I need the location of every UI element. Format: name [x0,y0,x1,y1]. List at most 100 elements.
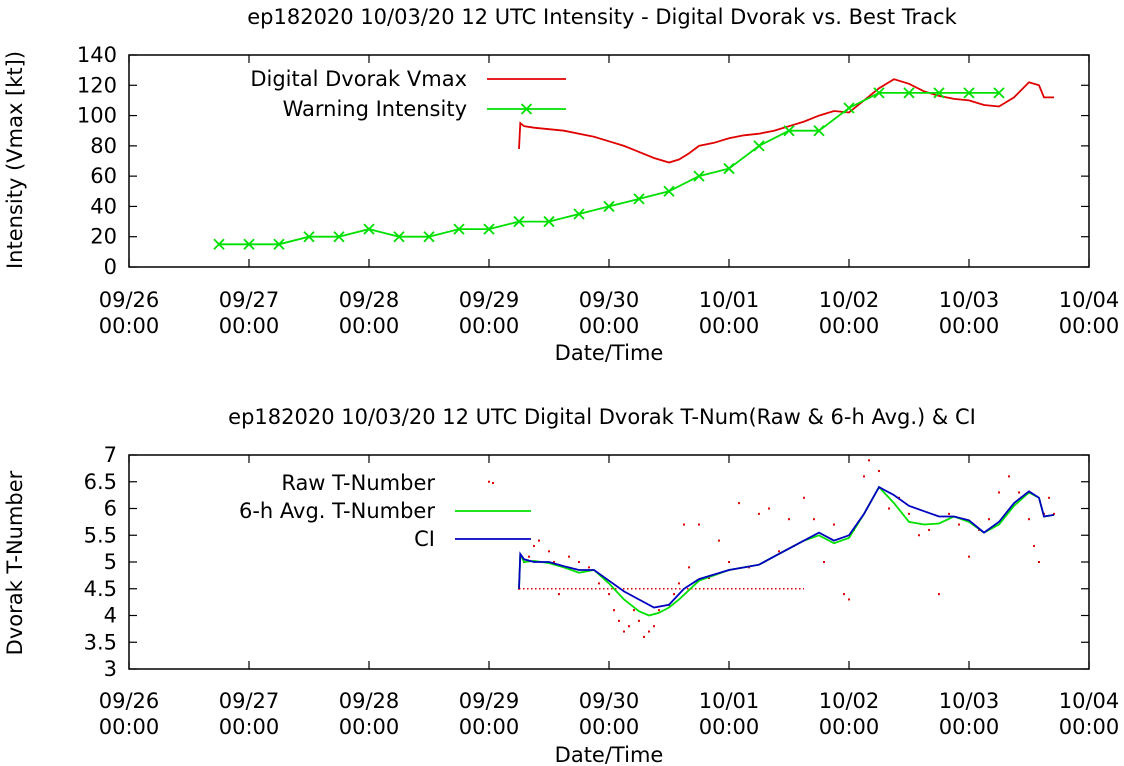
data-point [623,630,625,633]
x-tick-label-time: 00:00 [459,715,520,739]
x-marker [483,223,495,235]
x-marker [783,125,795,137]
data-point [758,512,760,515]
x-tick-label-time: 00:00 [819,314,880,338]
x-marker [903,87,915,99]
data-point [533,544,535,547]
data-point [558,593,560,596]
data-point [488,480,490,483]
y-tick-label: 5 [104,550,117,574]
data-point [888,507,890,510]
x-tick-label-date: 10/02 [819,288,880,312]
intensity-chart-y-axis-label: Intensity (Vmax [kt]) [3,51,27,269]
intensity-chart-series [213,78,1054,250]
series-line [518,485,1055,617]
tnumber-chart-title: ep182020 10/03/20 12 UTC Digital Dvorak … [228,405,976,429]
intensity-chart-legend: Digital Dvorak Vmax Warning Intensity [250,67,566,121]
y-tick-label: 3 [104,657,117,681]
y-tick-label: 3.5 [84,630,117,654]
x-tick-label-time: 00:00 [939,715,1000,739]
legend-label: Digital Dvorak Vmax [250,67,467,91]
series-warning-intensity [213,87,1005,250]
data-point [538,539,540,542]
x-marker [663,185,675,197]
data-point [863,475,865,478]
legend-label: 6-h Avg. T-Number [239,499,435,523]
x-tick-label-date: 09/29 [459,689,520,713]
x-tick-label-time: 00:00 [459,314,520,338]
tnumber-chart-legend: Raw T-Number 6-h Avg. T-Number CI [239,471,531,551]
x-tick-label-time: 00:00 [1059,314,1120,338]
x-tick-label-date: 09/26 [99,288,160,312]
x-tick-label-date: 10/04 [1059,288,1120,312]
data-point [568,555,570,558]
x-marker [303,231,315,243]
x-marker [693,170,705,182]
x-marker [453,223,465,235]
intensity-chart-x-axis-label: Date/Time [555,341,664,365]
data-point [988,518,990,521]
series-line [518,485,1055,609]
x-marker [573,208,585,220]
x-marker [633,193,645,205]
x-marker [963,87,975,99]
legend-label: CI [414,527,435,551]
series-line [518,78,1054,164]
data-point [948,512,950,515]
data-point [608,593,610,596]
x-marker [273,238,285,250]
y-tick-label: 40 [90,194,117,218]
data-point [528,555,530,558]
tnumber-chart-x-axis-label: Date/Time [555,743,664,766]
data-point [823,561,825,563]
x-tick-label-date: 10/03 [939,288,1000,312]
x-tick-label-date: 10/04 [1059,689,1120,713]
x-marker [843,102,855,114]
x-tick-label-time: 00:00 [699,715,760,739]
data-point [638,619,640,622]
legend-label: Warning Intensity [283,97,467,121]
tnumber-chart-series [488,459,1055,638]
x-marker [543,215,555,228]
x-marker [513,215,525,228]
tnumber-chart-plot-frame [128,454,1090,670]
data-point [878,470,880,473]
data-point [928,528,930,531]
data-point [678,582,680,585]
x-tick-label-date: 09/27 [219,288,280,312]
data-point [738,502,740,505]
x-marker [603,200,615,213]
data-point [778,550,780,553]
x-tick-label-time: 00:00 [99,715,160,739]
x-marker [993,87,1005,99]
y-tick-label: 6.5 [84,470,117,494]
data-point [1028,518,1030,521]
data-point [958,523,960,526]
y-tick-label: 5.5 [84,523,117,547]
intensity-chart: ep182020 10/03/20 12 UTC Intensity - Dig… [3,5,1119,365]
data-point [598,582,600,585]
data-point [658,609,660,612]
data-point [673,593,675,596]
data-point [843,593,845,596]
y-tick-label: 80 [90,134,117,158]
data-point [613,609,615,612]
tnumber-chart: ep182020 10/03/20 12 UTC Digital Dvorak … [3,405,1119,766]
x-marker [393,231,405,243]
x-marker [753,140,765,152]
x-marker [723,162,735,175]
data-point [548,550,550,553]
y-tick-label: 6 [104,497,117,521]
data-point [618,619,620,622]
data-point [868,459,870,462]
data-point [578,561,580,563]
data-point [1038,561,1040,563]
x-tick-label-date: 09/30 [579,288,640,312]
x-tick-label-date: 10/03 [939,689,1000,713]
x-marker [813,125,825,137]
data-point [908,512,910,515]
series-digital-dvorak-vmax [518,78,1054,164]
x-tick-label-time: 00:00 [99,314,160,338]
x-tick-label-date: 09/30 [579,689,640,713]
y-tick-label: 20 [90,225,117,249]
